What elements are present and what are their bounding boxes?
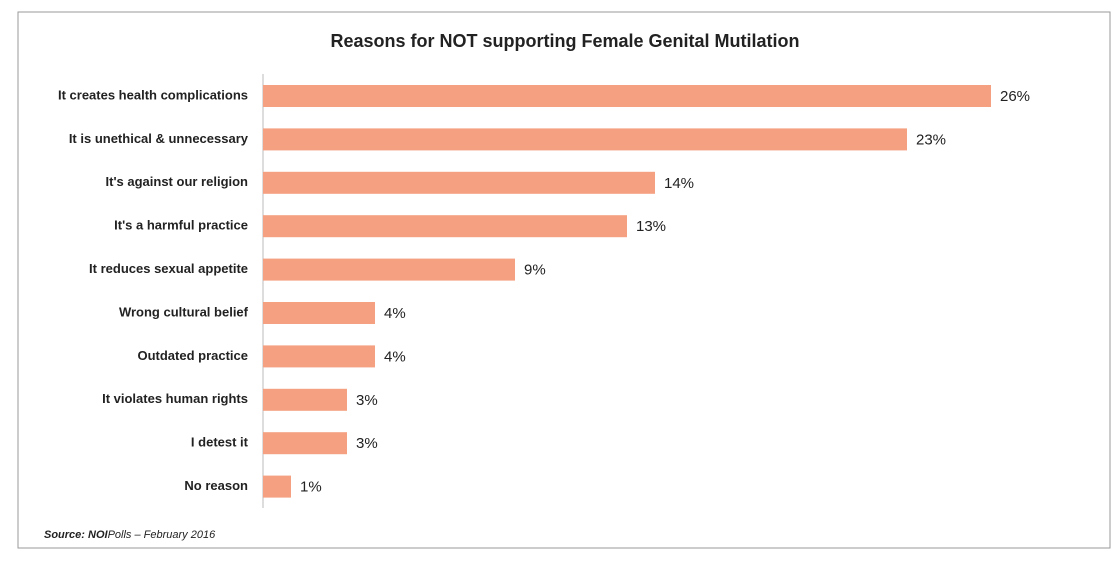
category-label: It violates human rights [102, 391, 248, 406]
category-label: It creates health complications [58, 87, 248, 102]
bar [263, 128, 907, 151]
bar [263, 345, 375, 368]
value-label: 23% [916, 131, 946, 148]
bar [263, 215, 627, 238]
value-label: 4% [384, 305, 406, 322]
value-label: 4% [384, 348, 406, 365]
category-label: No reason [184, 478, 248, 493]
value-label: 9% [524, 262, 546, 279]
bar [263, 258, 515, 281]
bar [263, 388, 347, 411]
source-note: Source: NOIPolls – February 2016 [44, 529, 216, 541]
value-label: 26% [1000, 88, 1030, 105]
value-label: 13% [636, 218, 666, 235]
value-label: 14% [664, 175, 694, 192]
bar [263, 171, 655, 194]
source-rest: Polls – February 2016 [108, 529, 216, 541]
category-label: It is unethical & unnecessary [69, 131, 249, 146]
category-label: I detest it [191, 435, 249, 450]
value-label: 3% [356, 435, 378, 452]
category-label: Wrong cultural belief [119, 304, 249, 319]
bar [263, 85, 991, 107]
bar [263, 432, 347, 455]
source-bold: Source: NOI [44, 529, 109, 541]
bar [263, 302, 375, 324]
chart-title: Reasons for NOT supporting Female Genita… [330, 31, 799, 51]
category-label: It's against our religion [106, 174, 249, 189]
bar [263, 475, 291, 498]
category-label: It's a harmful practice [114, 218, 248, 233]
value-label: 1% [300, 479, 322, 496]
category-label: It reduces sexual appetite [89, 261, 248, 276]
category-label: Outdated practice [137, 348, 248, 363]
value-label: 3% [356, 392, 378, 409]
